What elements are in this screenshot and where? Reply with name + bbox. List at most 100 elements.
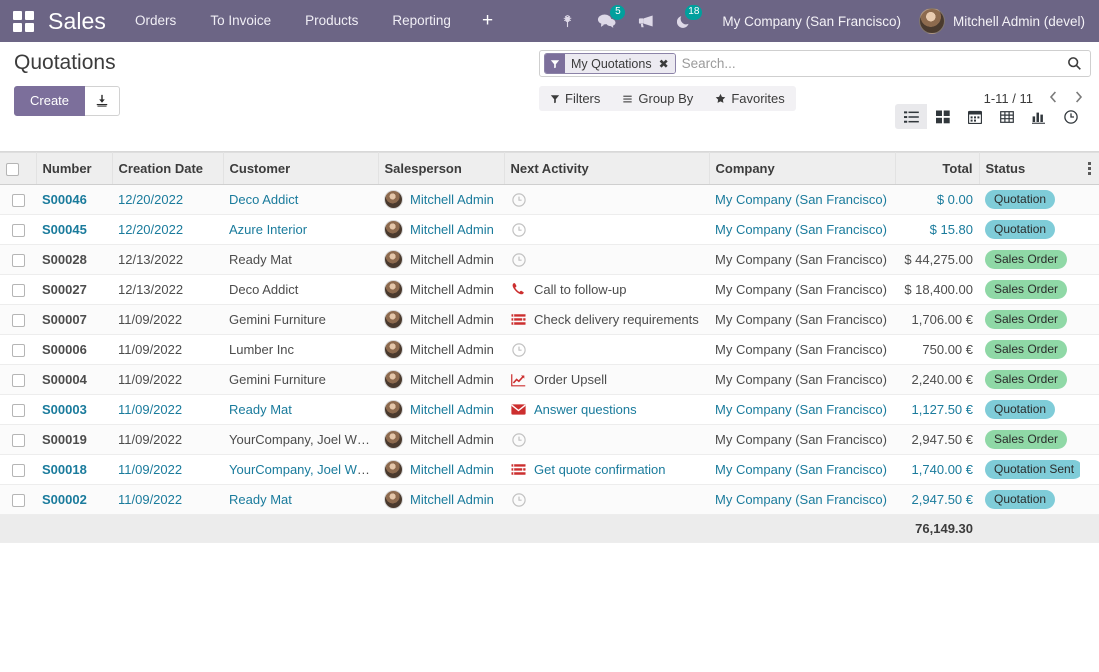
cell-next-activity[interactable]: Get quote confirmation: [504, 454, 709, 486]
cell-number[interactable]: S00006: [36, 334, 112, 366]
user-menu[interactable]: Mitchell Admin (devel): [915, 8, 1099, 34]
row-select-cell[interactable]: [0, 244, 36, 276]
row-select-cell[interactable]: [0, 184, 36, 216]
row-checkbox[interactable]: [11, 254, 25, 268]
table-row[interactable]: S00007 11/09/2022 Gemini Furniture Mitchell…: [0, 304, 1099, 336]
pager-next-button[interactable]: [1067, 88, 1091, 110]
create-button[interactable]: Create: [14, 86, 86, 116]
view-button-graph[interactable]: [1023, 104, 1055, 129]
row-checkbox[interactable]: [11, 344, 25, 358]
row-checkbox[interactable]: [11, 194, 25, 208]
messages-button[interactable]: 5: [586, 0, 627, 42]
table-row[interactable]: S00004 11/09/2022 Gemini Furniture Mitchell…: [0, 364, 1099, 396]
app-brand-sales[interactable]: Sales: [48, 7, 107, 34]
nav-add-button[interactable]: +: [481, 10, 494, 31]
view-button-calendar[interactable]: [959, 104, 991, 129]
view-button-activity[interactable]: [1055, 104, 1087, 129]
column-header-next-activity[interactable]: Next Activity: [504, 152, 710, 186]
row-select-cell[interactable]: [0, 364, 36, 396]
row-checkbox[interactable]: [11, 374, 25, 388]
apps-menu-button[interactable]: [0, 0, 46, 42]
column-header-salesperson[interactable]: Salesperson: [378, 152, 505, 186]
cell-number[interactable]: S00028: [36, 244, 112, 276]
debug-bug-button[interactable]: [549, 0, 586, 42]
row-select-cell[interactable]: [0, 334, 36, 366]
row-select-cell[interactable]: [0, 274, 36, 306]
column-header-creation-date[interactable]: Creation Date: [112, 152, 224, 186]
cell-next-activity[interactable]: Order Upsell: [504, 364, 709, 396]
cell-next-activity[interactable]: [504, 214, 709, 246]
select-all-header[interactable]: [0, 152, 37, 186]
table-row[interactable]: S00006 11/09/2022 Lumber Inc Mitchell Admin…: [0, 334, 1099, 366]
activity-icon[interactable]: [510, 403, 527, 416]
activity-icon[interactable]: [510, 282, 527, 297]
nav-item-reporting[interactable]: Reporting: [392, 13, 451, 28]
vertical-dots-icon[interactable]: [1086, 162, 1093, 176]
table-row[interactable]: S00028 12/13/2022 Ready Mat Mitchell Admin M…: [0, 244, 1099, 276]
search-view[interactable]: My Quotations ✖: [539, 50, 1091, 77]
cell-next-activity[interactable]: [504, 334, 709, 366]
row-checkbox[interactable]: [11, 404, 25, 418]
table-row[interactable]: S00027 12/13/2022 Deco Addict Mitchell Admi…: [0, 274, 1099, 306]
search-facet-my-quotations[interactable]: My Quotations ✖: [544, 53, 676, 74]
cell-number[interactable]: S00007: [36, 304, 112, 336]
column-header-number[interactable]: Number: [36, 152, 113, 186]
cell-next-activity[interactable]: [504, 484, 709, 516]
pager-value[interactable]: 1-11 / 11: [983, 91, 1033, 106]
nav-item-orders[interactable]: Orders: [135, 13, 177, 28]
column-header-customer[interactable]: Customer: [223, 152, 379, 186]
search-facet-remove-icon[interactable]: ✖: [656, 54, 675, 73]
row-select-cell[interactable]: [0, 304, 36, 336]
table-row[interactable]: S00018 11/09/2022 YourCompany, Joel Willis…: [0, 454, 1099, 486]
row-checkbox[interactable]: [11, 314, 25, 328]
optional-columns-header[interactable]: [1080, 152, 1099, 186]
row-checkbox[interactable]: [11, 284, 25, 298]
cell-next-activity[interactable]: [504, 244, 709, 276]
groupby-dropdown[interactable]: Group By: [611, 86, 704, 111]
column-header-status[interactable]: Status: [979, 152, 1080, 186]
cell-number[interactable]: S00019: [36, 424, 112, 456]
cell-next-activity[interactable]: Check delivery requirements: [504, 304, 709, 336]
pager-previous-button[interactable]: [1041, 88, 1065, 110]
table-row[interactable]: S00046 12/20/2022 Deco Addict Mitchell Admi…: [0, 184, 1099, 216]
cell-number[interactable]: S00027: [36, 274, 112, 306]
table-row[interactable]: S00003 11/09/2022 Ready Mat Mitchell Admin A…: [0, 394, 1099, 426]
cell-next-activity[interactable]: [504, 424, 709, 456]
activity-icon[interactable]: [510, 313, 527, 327]
search-input[interactable]: [679, 56, 1063, 71]
megaphone-button[interactable]: [627, 0, 666, 42]
search-button[interactable]: [1063, 56, 1086, 71]
cell-number[interactable]: S00004: [36, 364, 112, 396]
nav-item-products[interactable]: Products: [305, 13, 359, 28]
activities-button[interactable]: 18: [666, 0, 704, 42]
activity-icon[interactable]: [510, 192, 527, 207]
activity-icon[interactable]: [510, 342, 527, 357]
cell-number[interactable]: S00018: [36, 454, 112, 486]
activity-icon[interactable]: [510, 432, 527, 447]
row-checkbox[interactable]: [11, 464, 25, 478]
filters-dropdown[interactable]: Filters: [539, 86, 611, 111]
cell-number[interactable]: S00003: [36, 394, 112, 426]
cell-number[interactable]: S00046: [36, 184, 112, 216]
cell-number[interactable]: S00045: [36, 214, 112, 246]
company-switcher[interactable]: My Company (San Francisco): [722, 13, 901, 29]
row-select-cell[interactable]: [0, 424, 36, 456]
activity-icon[interactable]: [510, 492, 527, 507]
row-checkbox[interactable]: [11, 494, 25, 508]
column-header-total[interactable]: Total: [895, 152, 980, 186]
row-select-cell[interactable]: [0, 394, 36, 426]
activity-icon[interactable]: [510, 463, 527, 477]
view-button-kanban[interactable]: [927, 104, 959, 129]
table-row[interactable]: S00045 12/20/2022 Azure Interior Mitchell A…: [0, 214, 1099, 246]
favorites-dropdown[interactable]: Favorites: [704, 86, 795, 111]
view-button-pivot[interactable]: [991, 104, 1023, 129]
cell-next-activity[interactable]: Call to follow-up: [504, 274, 709, 306]
nav-item-to-invoice[interactable]: To Invoice: [210, 13, 272, 28]
select-all-checkbox[interactable]: [6, 163, 19, 177]
cell-number[interactable]: S00002: [36, 484, 112, 516]
import-button[interactable]: [85, 86, 121, 116]
row-select-cell[interactable]: [0, 454, 36, 486]
column-header-company[interactable]: Company: [709, 152, 896, 186]
row-checkbox[interactable]: [11, 224, 25, 238]
cell-next-activity[interactable]: Answer questions: [504, 394, 709, 426]
